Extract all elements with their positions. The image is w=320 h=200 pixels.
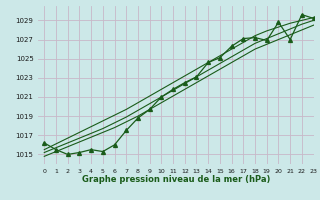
X-axis label: Graphe pression niveau de la mer (hPa): Graphe pression niveau de la mer (hPa) bbox=[82, 175, 270, 184]
